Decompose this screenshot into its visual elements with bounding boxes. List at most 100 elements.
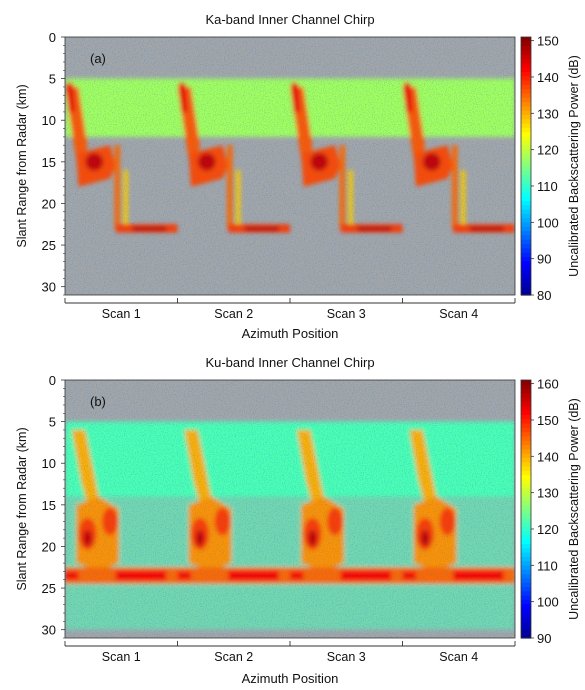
colorbar-swatch [521,286,531,292]
colorbar-swatch [521,144,531,150]
colorbar-swatch [521,380,531,385]
colorbar-swatch [521,612,531,618]
colorbar-tick-label: 150 [537,413,559,428]
colorbar-swatch [521,230,531,236]
colorbar-swatch [521,191,531,197]
colorbar-swatch [521,414,531,420]
colorbar-swatch [521,586,531,592]
colorbar-tick-label: 90 [537,252,551,267]
y-tick-label: 10 [42,456,56,471]
colorbar-swatch [521,496,531,501]
colorbar-swatch [521,431,531,437]
colorbar-swatch [521,418,531,424]
colorbar-a: 80 90 100 110 120 130 140 150 [520,34,559,303]
colorbar-swatch [521,552,531,557]
colorbar-swatch [521,161,531,167]
colorbar-swatch [521,388,531,394]
colorbar-swatch [521,517,531,523]
colorbar-tick-label: 150 [537,34,559,49]
colorbar-swatch [521,461,531,467]
colorbar-swatch [521,534,531,540]
colorbar-swatch [521,269,531,275]
x-category-label: Scan 2 [214,307,253,321]
colorbar-swatch [521,178,531,184]
colorbar-swatch [521,234,531,240]
chart-title-a: Ka-band Inner Channel Chirp [205,12,374,27]
chart-title-b: Ku-band Inner Channel Chirp [205,355,374,370]
colorbar-swatch [521,577,531,583]
colorbar-swatch [521,196,531,201]
colorbar-swatch [521,530,531,536]
colorbar-swatch [521,277,531,283]
colorbar-swatch [521,595,531,600]
colorbar-swatch [521,135,531,141]
colorbar-swatch [521,118,531,124]
plot-frame-a [64,36,516,296]
y-tick-label: 25 [42,581,56,596]
colorbar-swatch [521,427,531,433]
colorbar-swatch [521,88,531,94]
x-axis-label-b: Azimuth Position [242,671,339,686]
colorbar-swatch [521,226,531,232]
colorbar-swatch [521,466,531,471]
colorbar-tick-label: 110 [537,558,558,573]
colorbar-swatch [521,67,531,72]
colorbar-swatch [521,49,531,55]
colorbar-swatch [521,392,531,398]
colorbar-swatch [521,453,531,458]
colorbar-swatch [521,590,531,596]
colorbar-swatch [521,204,531,210]
colorbar-swatch [521,213,531,219]
colorbar-swatch [521,556,531,562]
x-category-label: Scan 2 [214,650,253,664]
colorbar-swatch [521,384,531,390]
colorbar-swatch [521,92,531,98]
y-tick-label: 20 [42,539,56,554]
colorbar-swatch [521,84,531,90]
colorbar-swatch [521,243,531,249]
colorbar-swatch [521,487,531,493]
y-tick-label: 10 [42,113,56,128]
colorbar-swatch [521,114,531,120]
y-tick-label: 25 [42,238,56,253]
colorbar-swatch [521,282,531,287]
panel-label-b: (b) [90,394,106,409]
colorbar-swatch [521,435,531,441]
x-axis-a: Scan 1 Scan 2 Scan 3 Scan 4 [64,298,516,321]
colorbar-swatch [521,166,531,171]
colorbar-swatch [521,157,531,163]
plot-area-a [65,37,515,295]
colorbar-swatch [521,110,531,115]
colorbar-tick-label: 140 [537,70,559,85]
colorbar-swatch [521,183,531,189]
colorbar-swatch [521,629,531,635]
panel-a: Ka-band Inner Channel Chirp (a) 0 5 10 15 20… [15,12,581,341]
colorbar-swatch [521,273,531,279]
colorbar-swatch [521,221,531,227]
colorbar-swatch [521,564,531,570]
colorbar-tick-label: 90 [537,631,551,646]
colorbar-label-a: Uncalibrated Backscattering Power (dB) [567,55,581,277]
x-category-label: Scan 4 [439,307,478,321]
colorbar-tick-label: 140 [537,449,559,464]
colorbar-tick-label: 110 [537,179,558,194]
y-tick-label: 5 [49,415,56,430]
colorbar-swatch [521,209,531,214]
y-tick-label: 15 [42,155,56,170]
speckle-layer-b [65,380,515,638]
x-category-label: Scan 1 [102,307,141,321]
colorbar-swatch [521,239,531,244]
panel-b: Ku-band Inner Channel Chirp (b) 0 5 10 15 20… [15,355,581,686]
colorbar-swatch [521,616,531,622]
colorbar-swatch [521,140,531,146]
colorbar-swatch [521,509,531,514]
colorbar-swatch [521,264,531,270]
y-tick-label: 30 [42,280,56,295]
colorbar-swatch [521,526,531,532]
colorbar-swatch [521,474,531,480]
colorbar-swatch [521,633,531,639]
y-tick-label: 0 [49,373,56,388]
colorbar-swatch [521,200,531,206]
colorbar-tick-label: 120 [537,143,559,158]
colorbar-swatch [521,539,531,544]
